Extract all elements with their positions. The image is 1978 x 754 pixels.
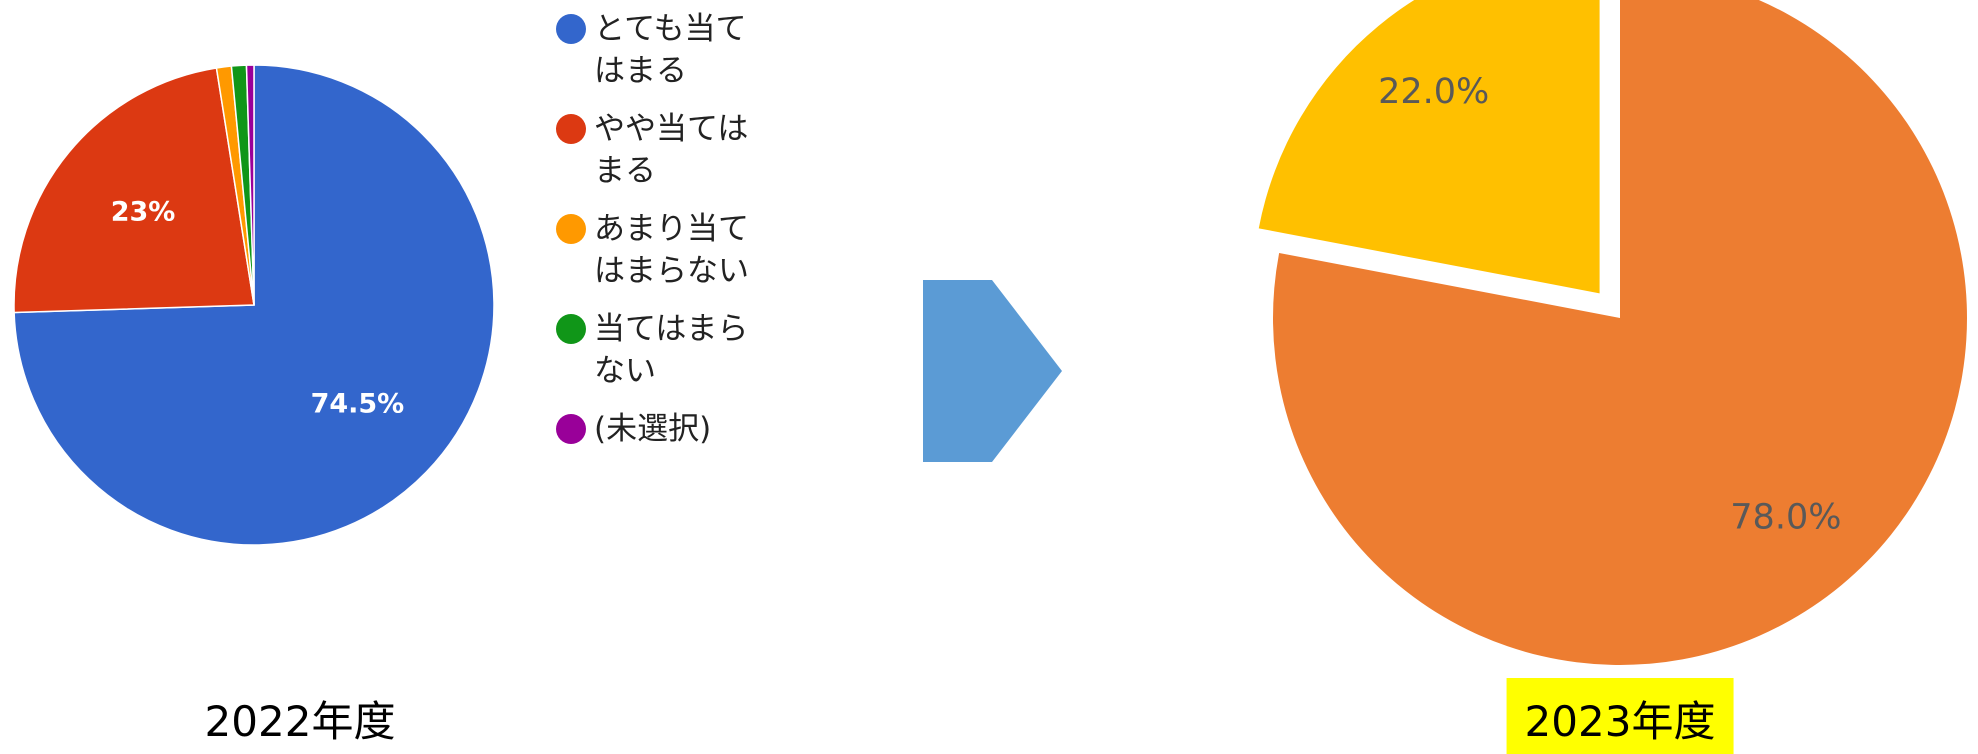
legend-label: (未選択) (594, 411, 712, 447)
arrow (923, 280, 1062, 462)
legend-item: あまり当てはまらない (556, 208, 786, 292)
legend-swatch (556, 314, 586, 344)
legend-swatch (556, 114, 586, 144)
data-label: 23% (111, 197, 176, 228)
chart-title: 2022年度 (204, 697, 396, 746)
legend-item: 当てはまらない (556, 308, 786, 392)
legend-swatch (556, 14, 586, 44)
data-label: 78.0% (1730, 498, 1841, 538)
legend-label: あまり当てはまらない (594, 211, 749, 289)
data-label: 74.5% (311, 389, 405, 420)
pie-slice (1258, 0, 1600, 294)
pie-slice (13, 67, 255, 314)
legend: とても当てはまる やや当てはまる あまり当てはまらない 当てはまらない (未選択) (556, 8, 786, 466)
legend-item: (未選択) (556, 408, 786, 450)
chart-title: 2023年度 (1506, 678, 1734, 754)
legend-swatch (556, 214, 586, 244)
pie-slice (1273, 0, 1967, 665)
legend-item: とても当てはまる (556, 8, 786, 92)
pie-slice (245, 64, 255, 306)
legend-swatch (556, 414, 586, 444)
legend-item: やや当てはまる (556, 108, 786, 192)
data-label: 22.0% (1378, 72, 1489, 112)
legend-label: 当てはまらない (594, 311, 749, 389)
legend-label: とても当てはまる (594, 11, 747, 89)
legend-label: やや当てはまる (594, 111, 749, 189)
